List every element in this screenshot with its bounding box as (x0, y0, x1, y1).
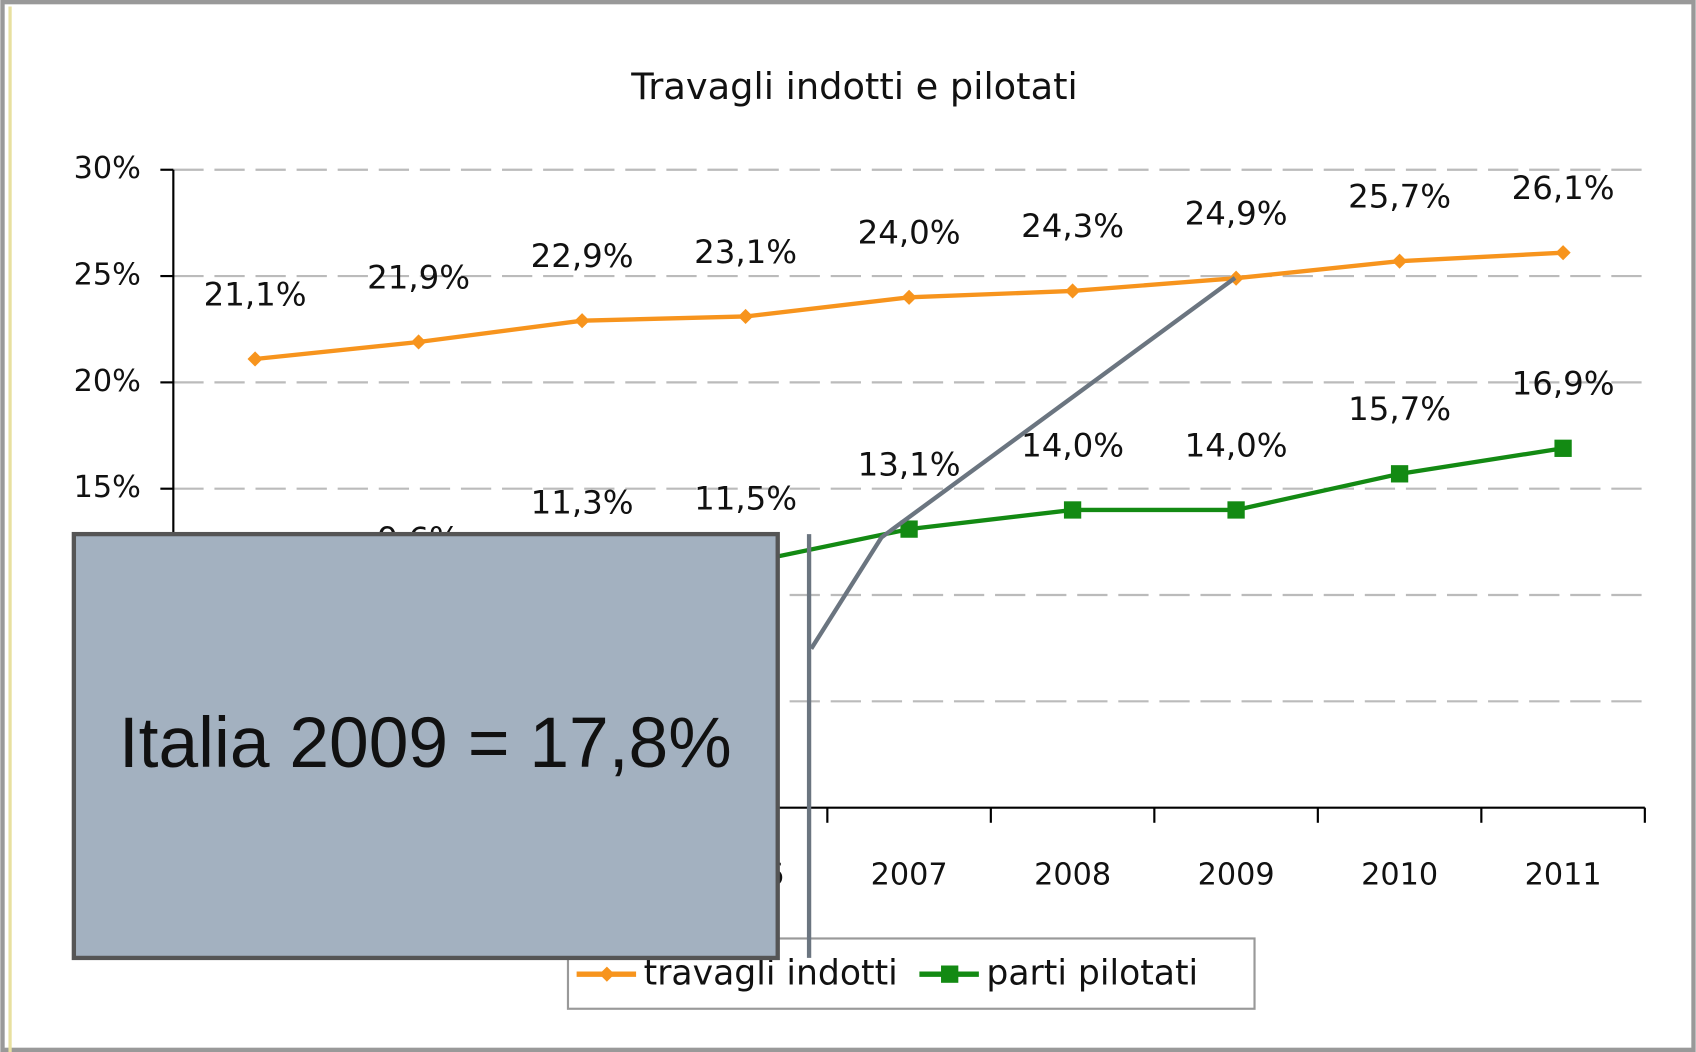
data-label: 22,9% (531, 237, 634, 275)
x-tick-label: 2011 (1525, 857, 1602, 892)
marker (247, 351, 263, 367)
x-tick-label: 2007 (871, 857, 948, 892)
data-label: 24,3% (1021, 207, 1124, 245)
marker (901, 289, 917, 305)
data-label: 11,5% (694, 479, 797, 517)
x-tick-label: 2010 (1361, 857, 1438, 892)
marker (900, 520, 918, 538)
marker (411, 334, 427, 350)
x-tick-label: 2009 (1198, 857, 1275, 892)
marker (1554, 439, 1572, 457)
data-label: 21,1% (204, 275, 307, 313)
data-label: 16,9% (1512, 365, 1615, 403)
callout-line (809, 276, 1237, 650)
data-label: 24,0% (858, 214, 961, 252)
x-tick-label: 2008 (1034, 857, 1111, 892)
y-tick-label: 20% (74, 364, 141, 399)
legend-marker (941, 965, 959, 983)
data-label: 14,0% (1185, 426, 1288, 464)
data-label: 26,1% (1512, 169, 1615, 207)
data-label: 24,9% (1185, 194, 1288, 232)
annotation: Italia 2009 = 17,8% (119, 703, 732, 783)
y-tick-label: 30% (74, 151, 141, 186)
data-label: 14,0% (1021, 426, 1124, 464)
data-label: 25,7% (1348, 177, 1451, 215)
chart-title: Travagli indotti e pilotati (630, 65, 1077, 108)
data-label: 15,7% (1348, 390, 1451, 428)
data-label: 21,9% (367, 258, 470, 296)
marker (1392, 253, 1408, 269)
y-tick-label: 15% (74, 470, 141, 505)
annotation-box (71, 531, 780, 961)
marker (1063, 501, 1082, 519)
data-label: 11,3% (531, 484, 634, 522)
marker (738, 308, 754, 325)
legend-label: parti pilotati (986, 954, 1198, 994)
marker (574, 313, 590, 329)
marker (1390, 465, 1409, 483)
marker (1065, 283, 1081, 299)
data-label: 23,1% (694, 233, 797, 271)
data-label: 13,1% (858, 445, 961, 483)
y-tick-label: 25% (74, 258, 141, 293)
legend-marker (599, 966, 615, 982)
legend-label: travagli indotti (644, 954, 898, 994)
marker (1555, 245, 1571, 261)
marker (1227, 501, 1245, 519)
